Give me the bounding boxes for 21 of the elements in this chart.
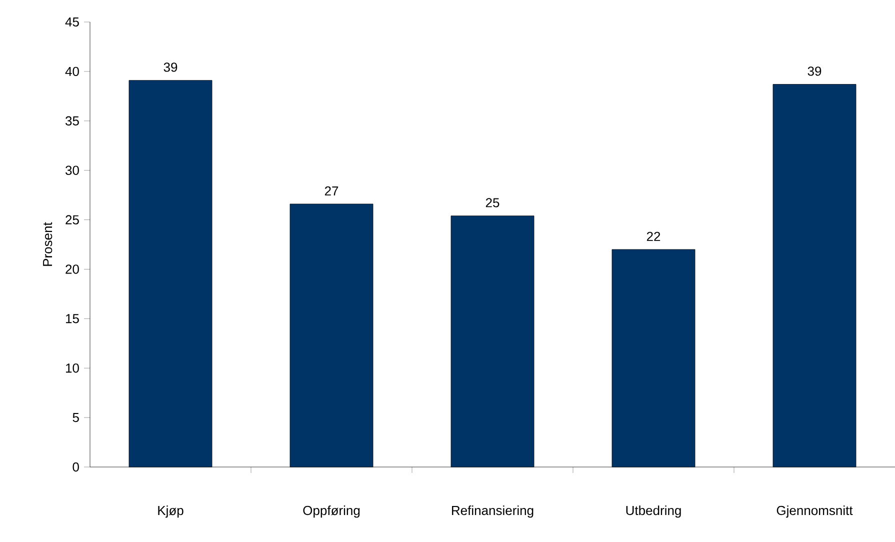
y-tick-label: 20 <box>66 264 79 274</box>
data-label: 39 <box>164 62 178 72</box>
y-tick-label: 35 <box>66 116 79 126</box>
x-tick-label: Refinansiering <box>452 506 534 518</box>
data-label: 39 <box>808 66 822 76</box>
y-axis-title: Prosent <box>43 222 52 266</box>
y-tick-label: 5 <box>72 413 79 422</box>
x-tick-label: Utbedring <box>626 506 681 518</box>
y-tick-label: 25 <box>66 215 79 224</box>
x-tick-label: Gjennomsnitt <box>776 506 853 518</box>
y-tick-label: 10 <box>66 364 79 373</box>
y-tick-label: 40 <box>65 66 79 76</box>
x-tick-label: Kjøp <box>158 506 184 518</box>
y-tick-label: 15 <box>66 314 79 324</box>
y-tick-label: 45 <box>65 17 79 27</box>
y-tick-label: 0 <box>72 462 79 472</box>
data-label: 22 <box>646 232 660 241</box>
y-tick-label: 30 <box>66 166 79 175</box>
x-tick-label: Oppføring <box>303 506 360 518</box>
data-label: 25 <box>486 198 500 208</box>
data-label: 27 <box>324 186 338 196</box>
